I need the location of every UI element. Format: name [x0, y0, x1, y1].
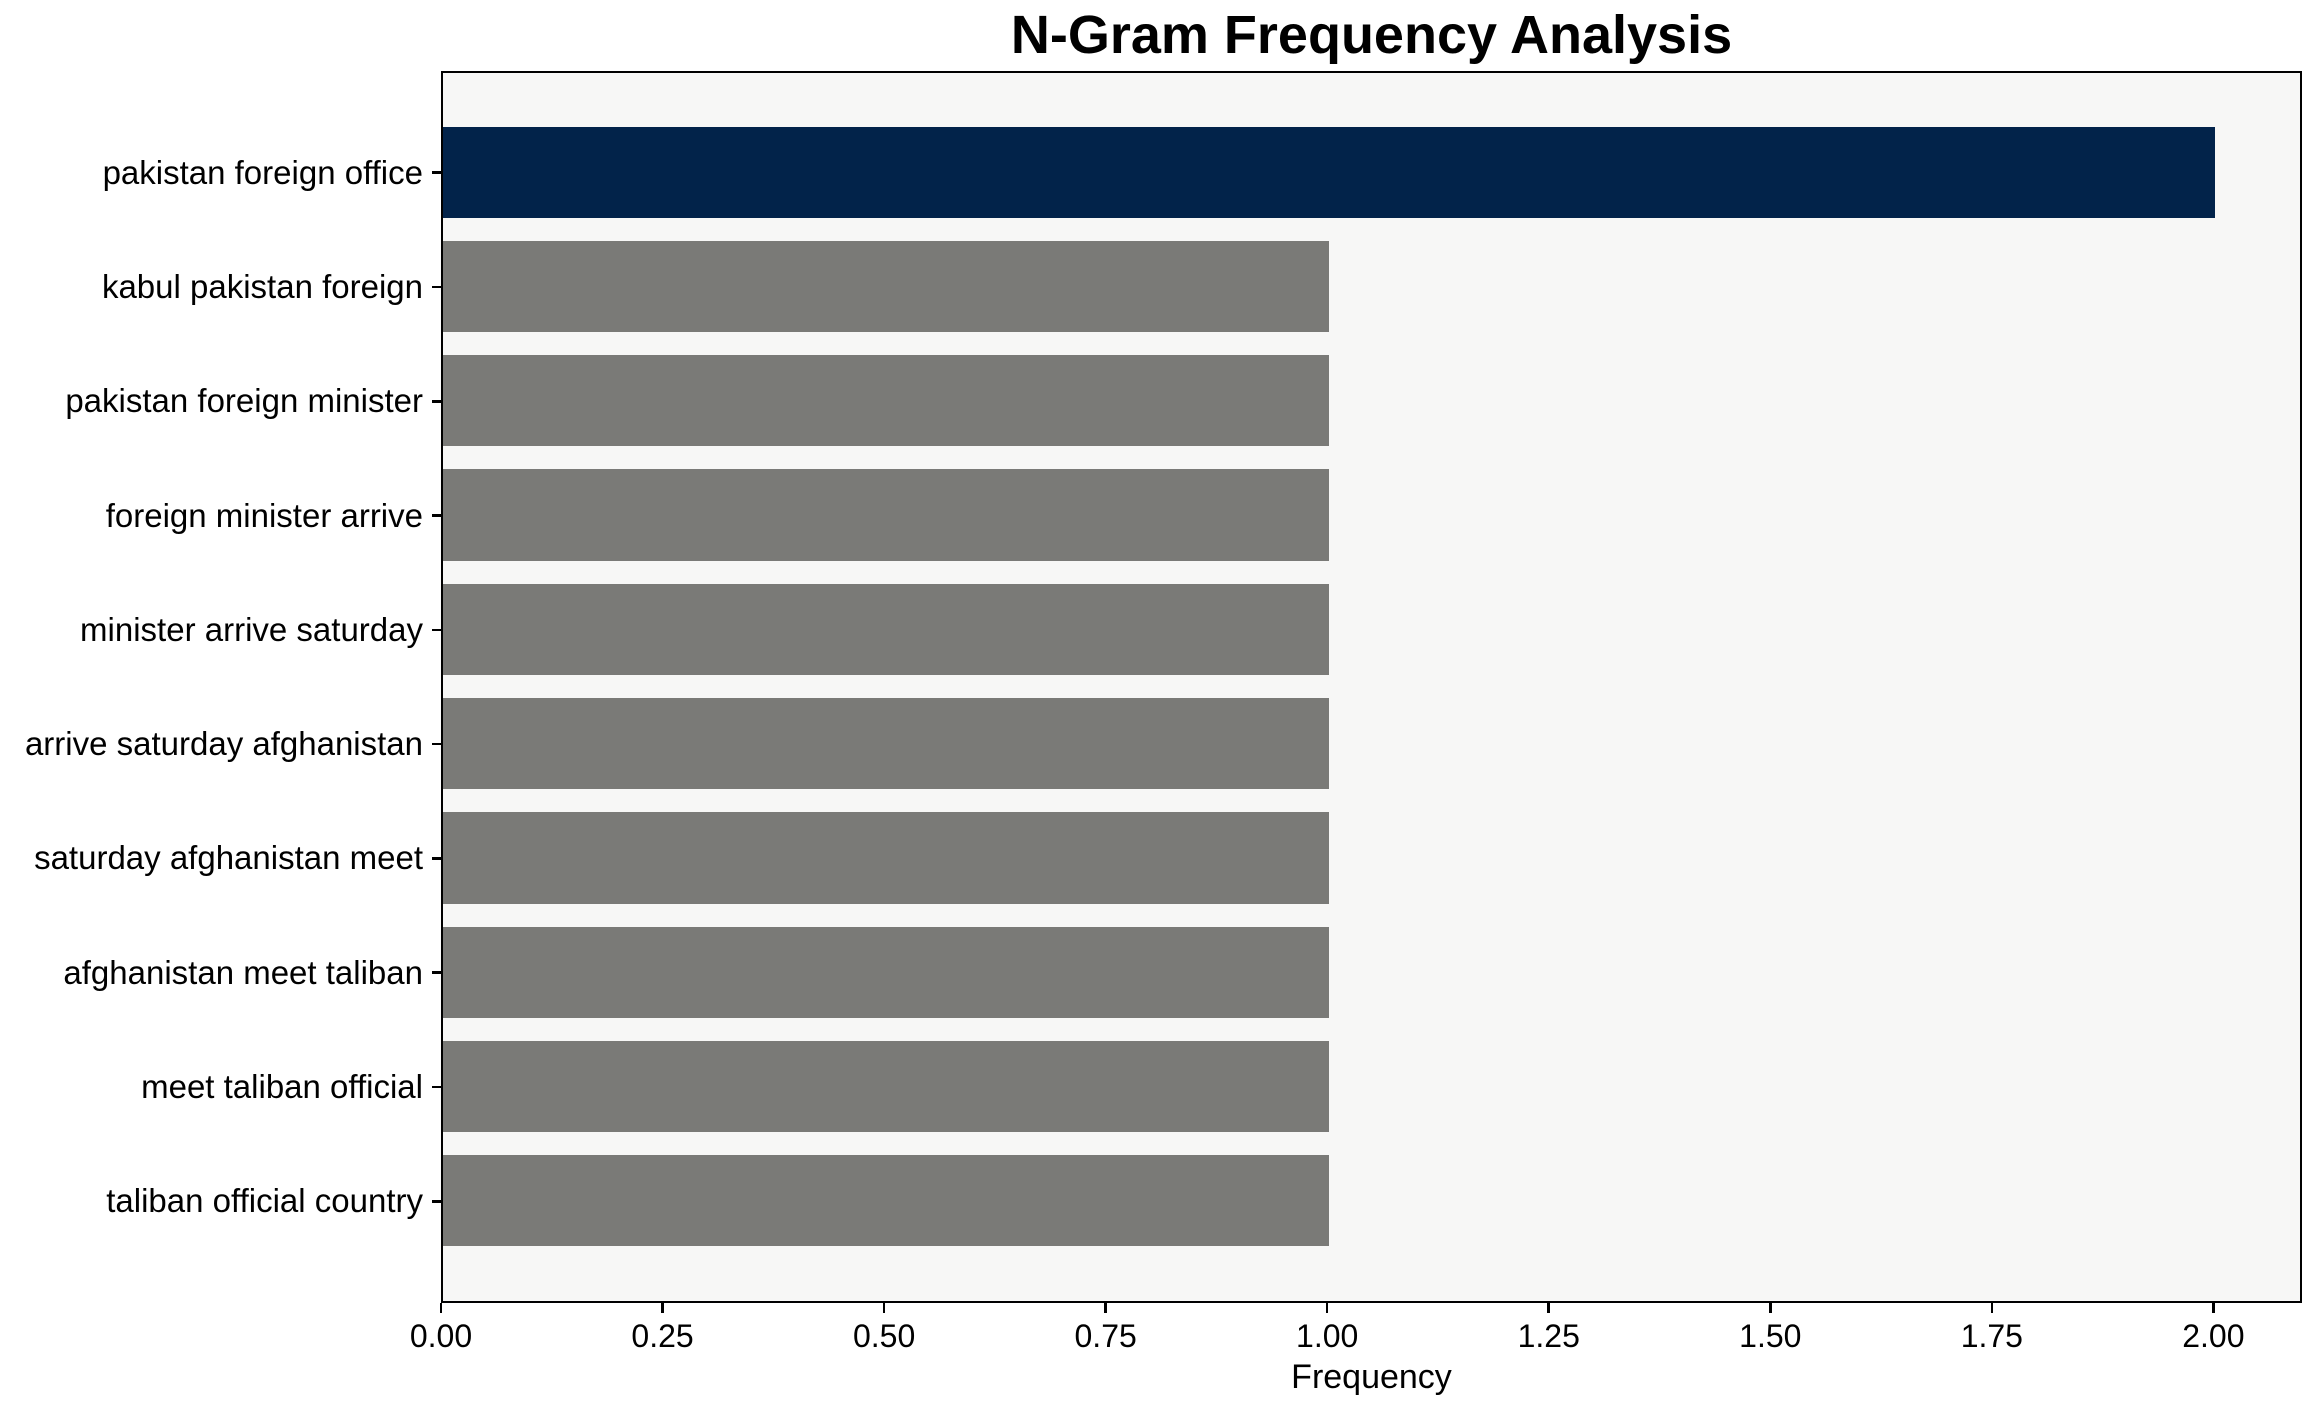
y-tick-mark — [432, 285, 441, 289]
bar-meet-taliban-official — [443, 1040, 1330, 1133]
x-axis-title: Frequency — [1291, 1358, 1452, 1396]
bar-saturday-afghanistan-meet — [443, 812, 1330, 904]
y-tick-mark — [432, 171, 441, 174]
x-tick-label: 1.75 — [1960, 1318, 2023, 1354]
bar-taliban-official-country — [443, 1155, 1330, 1247]
plot-area — [441, 71, 2302, 1303]
y-tick-label: afghanistan meet taliban — [63, 953, 423, 991]
y-tick-label: saturday afghanistan meet — [34, 839, 423, 877]
x-tick-mark — [1104, 1303, 1107, 1313]
bar-pakistan-foreign-office — [443, 126, 2216, 218]
bar-minister-arrive-saturday — [443, 583, 1330, 676]
bar-arrive-saturday-afghanistan — [443, 697, 1330, 790]
y-tick-label: taliban official country — [106, 1182, 423, 1220]
x-tick-mark — [1990, 1303, 1994, 1313]
x-tick-label: 1.50 — [1739, 1318, 1802, 1354]
y-tick-label: arrive saturday afghanistan — [24, 725, 423, 763]
x-tick-mark — [661, 1303, 664, 1313]
x-tick-label: 0.50 — [852, 1318, 916, 1354]
x-tick-label: 1.25 — [1517, 1318, 1580, 1354]
bar-kabul-pakistan-foreign — [443, 240, 1330, 333]
y-tick-label: pakistan foreign minister — [65, 382, 423, 420]
y-tick-label: foreign minister arrive — [105, 496, 423, 534]
y-tick-mark — [432, 971, 441, 974]
bar-afghanistan-meet-taliban — [443, 926, 1330, 1018]
y-tick-mark — [432, 514, 441, 517]
y-tick-mark — [432, 857, 441, 860]
y-tick-mark — [432, 1200, 441, 1203]
x-tick-label: 1.00 — [1296, 1318, 1359, 1354]
y-tick-label: kabul pakistan foreign — [101, 268, 423, 305]
x-tick-label: 0.75 — [1074, 1318, 1137, 1354]
x-tick-mark — [439, 1303, 443, 1313]
y-tick-label: minister arrive saturday — [80, 610, 423, 648]
y-tick-mark — [432, 742, 441, 746]
x-tick-label: 0.00 — [409, 1318, 473, 1354]
y-tick-mark — [432, 628, 441, 632]
chart-title: N-Gram Frequency Analysis — [1010, 5, 1733, 65]
x-tick-label: 2.00 — [2182, 1318, 2245, 1354]
y-tick-label: meet taliban official — [141, 1068, 423, 1105]
y-tick-label: pakistan foreign office — [102, 153, 423, 191]
y-tick-mark — [432, 1085, 441, 1089]
x-tick-mark — [1769, 1303, 1772, 1313]
bar-pakistan-foreign-minister — [443, 355, 1330, 447]
y-tick-mark — [432, 400, 441, 403]
x-tick-mark — [2212, 1303, 2215, 1313]
x-tick-label: 0.25 — [631, 1318, 694, 1354]
x-tick-mark — [1547, 1303, 1550, 1313]
x-tick-mark — [1325, 1303, 1329, 1313]
bar-foreign-minister-arrive — [443, 469, 1330, 561]
x-tick-mark — [882, 1303, 886, 1313]
